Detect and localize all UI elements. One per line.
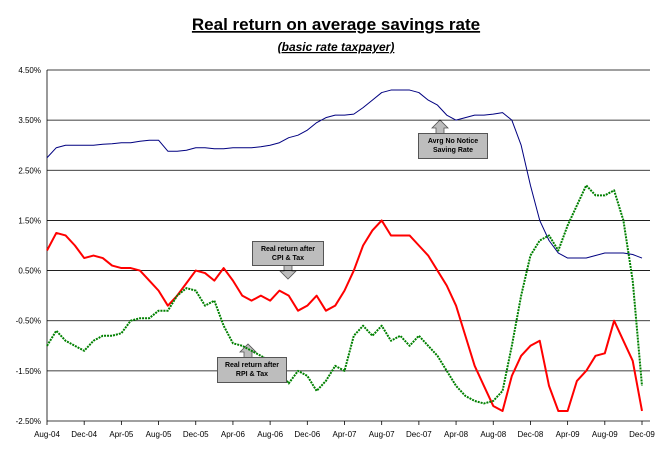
x-tick-label: Aug-09 — [592, 430, 618, 439]
x-tick-label: Dec-04 — [71, 430, 97, 439]
x-tick-label: Aug-05 — [146, 430, 172, 439]
annotation: Avrg No Notice Saving Rate — [418, 133, 488, 159]
chart-subtitle: (basic rate taxpayer) — [278, 40, 395, 54]
chart-title: Real return on average savings rate — [192, 15, 480, 34]
x-tick-label: Aug-04 — [34, 430, 60, 439]
series-line — [46, 184, 643, 405]
y-tick-label: 0.50% — [18, 267, 41, 276]
x-tick-label: Apr-09 — [556, 430, 581, 439]
x-tick-label: Aug-06 — [257, 430, 283, 439]
annotation: Real return after CPI & Tax — [252, 241, 324, 266]
y-tick-label: 4.50% — [18, 66, 41, 75]
y-tick-label: -0.50% — [16, 317, 41, 326]
x-tick-label: Aug-07 — [369, 430, 395, 439]
x-tick-label: Apr-05 — [109, 430, 134, 439]
y-tick-label: 2.50% — [18, 166, 41, 175]
y-tick-label: 3.50% — [18, 116, 41, 125]
annotation: Real return after RPI & Tax — [217, 357, 287, 383]
x-tick-label: Apr-06 — [221, 430, 246, 439]
series-line — [46, 89, 643, 259]
x-tick-label: Apr-08 — [444, 430, 469, 439]
x-tick-label: Dec-06 — [294, 430, 320, 439]
x-tick-label: Dec-07 — [406, 430, 432, 439]
x-tick-label: Aug-08 — [480, 430, 506, 439]
x-tick-label: Dec-09 — [629, 430, 655, 439]
y-tick-label: -2.50% — [16, 417, 41, 426]
arrow-up — [430, 119, 450, 135]
x-tick-label: Dec-05 — [183, 430, 209, 439]
y-tick-label: 1.50% — [18, 216, 41, 225]
y-tick-label: -1.50% — [16, 367, 41, 376]
arrow-down — [278, 264, 298, 280]
x-tick-label: Apr-07 — [332, 430, 357, 439]
x-tick-label: Dec-08 — [518, 430, 544, 439]
series-line — [46, 219, 643, 412]
